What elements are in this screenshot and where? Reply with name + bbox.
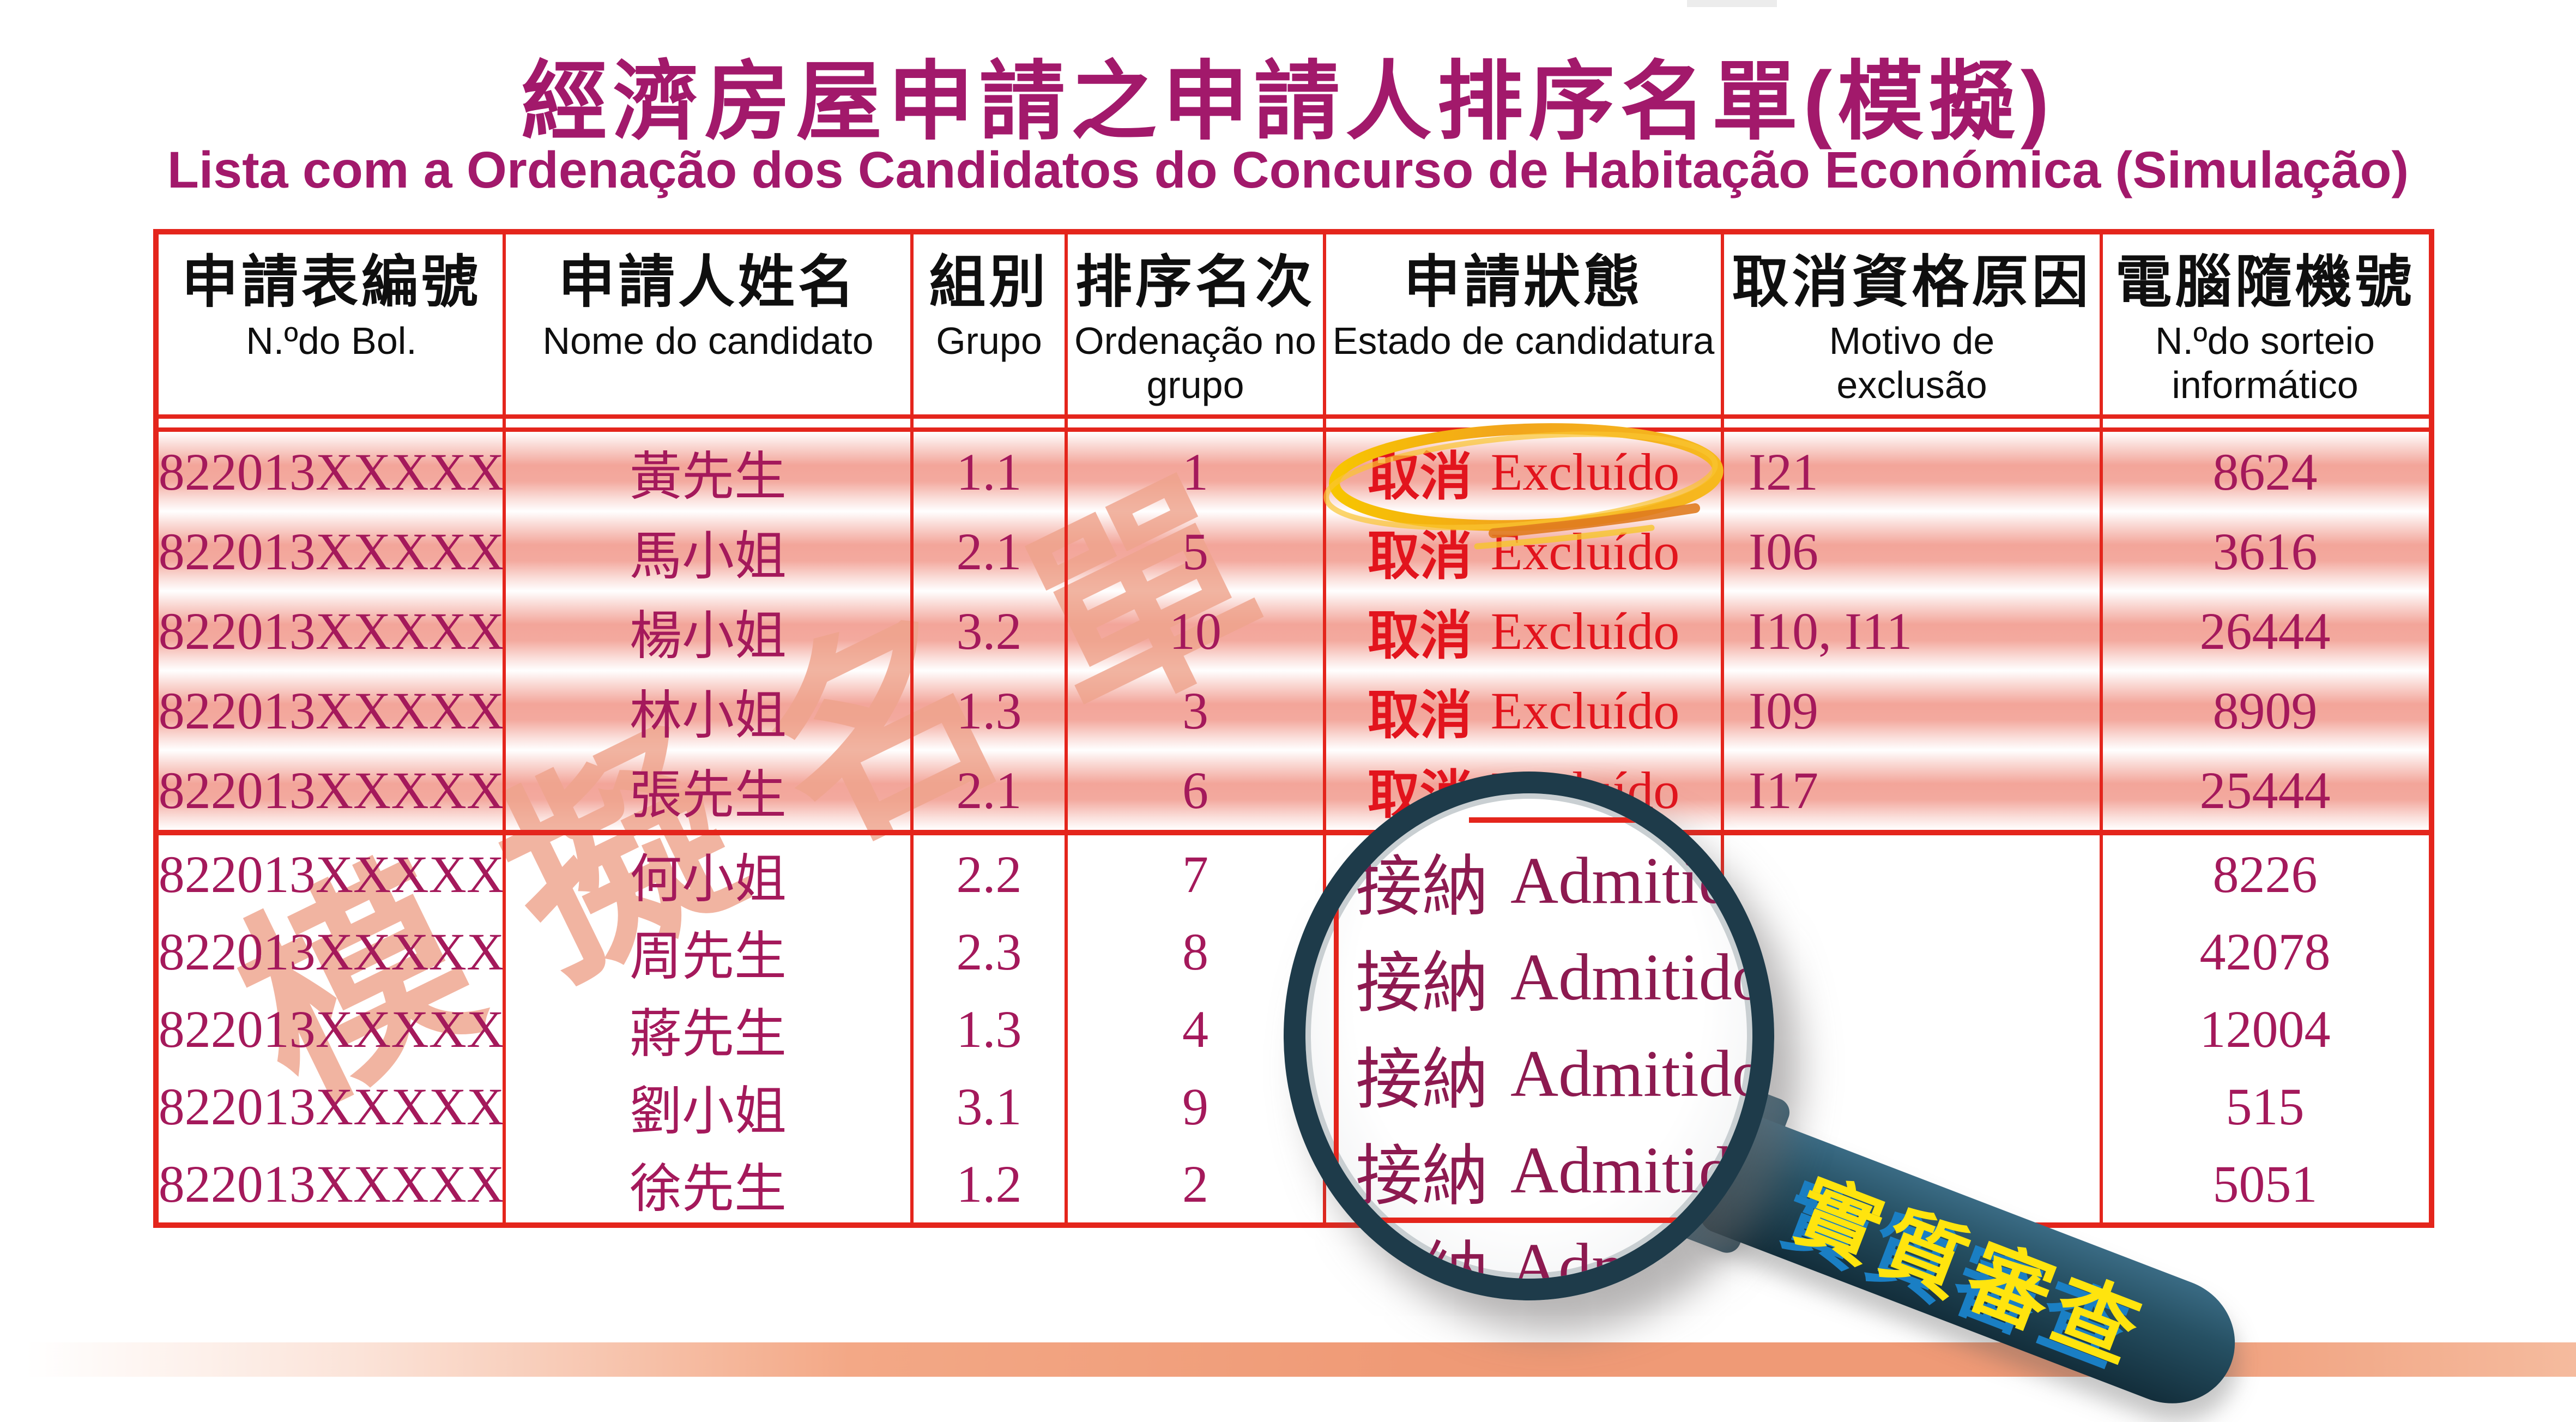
- highlight-band: [159, 750, 2429, 830]
- magnified-grid-line: [1334, 822, 1339, 1220]
- highlight-band: [159, 591, 2429, 671]
- magnified-grid-line: [1469, 817, 1752, 823]
- header-lottery-no: 電腦隨機號 N.ºdo sorteio informático: [2115, 251, 2415, 406]
- table-row: 822013XXXXX 黃先生 1.1 1 取消 Excluído I21 8624: [159, 432, 2429, 511]
- page-title-zh: 經濟房屋申請之申請人排序名單(模擬): [521, 54, 2055, 150]
- magnified-status: 接納 Admitido: [1356, 1133, 1765, 1214]
- header-status: 申請狀態 Estado de candidatura: [1332, 251, 1715, 363]
- magnified-status: 接納 Admitido: [1356, 843, 1765, 925]
- header-application-no: 申請表編號 N.ºdo Bol.: [181, 251, 481, 363]
- header-rank: 排序名次 Ordenação no grupo: [1074, 251, 1316, 406]
- magnifier-lens: 接納 Admitido 接納 Admitido 接納 Admitido 接納 Admit…: [1284, 772, 1774, 1300]
- excluded-row-highlight-bands: [159, 432, 2429, 830]
- header-divider: [159, 414, 2429, 432]
- highlight-band: [159, 671, 2429, 750]
- section-divider: [159, 830, 2429, 835]
- magnified-status: 接納 Admitido: [1356, 1230, 1765, 1300]
- highlight-band: [159, 432, 2429, 511]
- page-title-pt: Lista com a Ordenação dos Candidatos do …: [167, 141, 2409, 199]
- table-row: 822013XXXXX 馬小姐 2.1 5 取消 Excluído I06 3616: [159, 511, 2429, 591]
- header-exclusion-reason: 取消資格原因 Motivo de exclusão: [1732, 251, 2092, 406]
- header-group: 組別 Grupo: [929, 251, 1049, 363]
- top-edge-artifact: [1687, 0, 1777, 7]
- table-row: 822013XXXXX 楊小姐 3.2 10 取消 Excluído I10, I11 2…: [159, 591, 2429, 671]
- magnified-grid-line: [1305, 1218, 1752, 1223]
- excluded-section: 822013XXXXX 黃先生 1.1 1 取消 Excluído I21 8624 82…: [159, 432, 2429, 830]
- table-header-row: 申請表編號 N.ºdo Bol. 申請人姓名 Nome do candidato 組…: [159, 234, 2429, 414]
- table-row: 822013XXXXX 林小姐 1.3 3 取消 Excluído I09 8909: [159, 671, 2429, 750]
- magnified-status: 接納 Admitido: [1356, 1037, 1765, 1118]
- highlight-band: [159, 511, 2429, 591]
- magnified-status: 接納 Admitido: [1356, 940, 1765, 1021]
- header-candidate-name: 申請人姓名 Nome do candidato: [542, 251, 874, 363]
